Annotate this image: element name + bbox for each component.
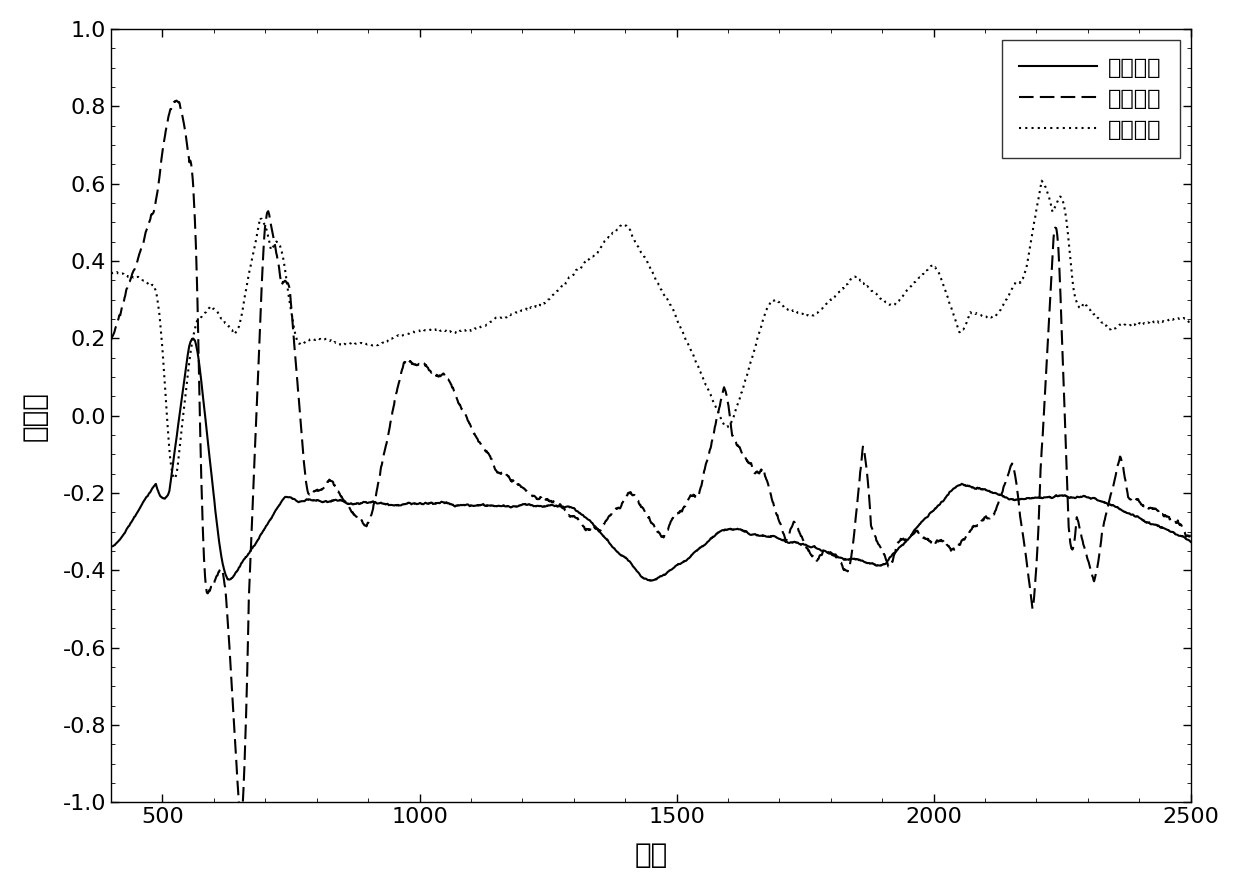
导数对数: [629, 239, 644, 250]
一阶导数: [1183, 530, 1198, 541]
导数对数: [1183, 318, 1198, 328]
原始光谱: [629, 565, 644, 576]
导数对数: [600, 232, 615, 243]
Legend: 原始光谱, 一阶导数, 导数对数: 原始光谱, 一阶导数, 导数对数: [1002, 40, 1179, 158]
一阶导数: [1153, 508, 1168, 519]
导数对数: [104, 268, 119, 279]
原始光谱: [1153, 522, 1168, 532]
Y-axis label: 相关性: 相关性: [21, 391, 48, 441]
Line: 原始光谱: 原始光谱: [112, 338, 1190, 580]
Line: 一阶导数: 一阶导数: [112, 101, 1190, 833]
原始光谱: [104, 541, 119, 552]
原始光谱: [186, 333, 201, 344]
一阶导数: [630, 494, 645, 505]
导数对数: [1034, 175, 1049, 186]
原始光谱: [1152, 522, 1167, 532]
一阶导数: [104, 335, 119, 345]
原始光谱: [600, 535, 615, 546]
导数对数: [955, 324, 970, 335]
导数对数: [159, 399, 174, 409]
Line: 导数对数: 导数对数: [112, 181, 1190, 479]
原始光谱: [645, 575, 660, 586]
原始光谱: [159, 492, 174, 503]
一阶导数: [1152, 508, 1167, 519]
原始光谱: [1183, 537, 1198, 547]
X-axis label: 波长: 波长: [635, 841, 667, 870]
一阶导数: [601, 512, 616, 522]
一阶导数: [169, 95, 184, 106]
一阶导数: [159, 123, 174, 134]
一阶导数: [233, 828, 248, 838]
导数对数: [1152, 317, 1167, 328]
一阶导数: [955, 535, 970, 546]
导数对数: [1153, 317, 1168, 328]
原始光谱: [955, 479, 970, 490]
导数对数: [167, 473, 182, 484]
